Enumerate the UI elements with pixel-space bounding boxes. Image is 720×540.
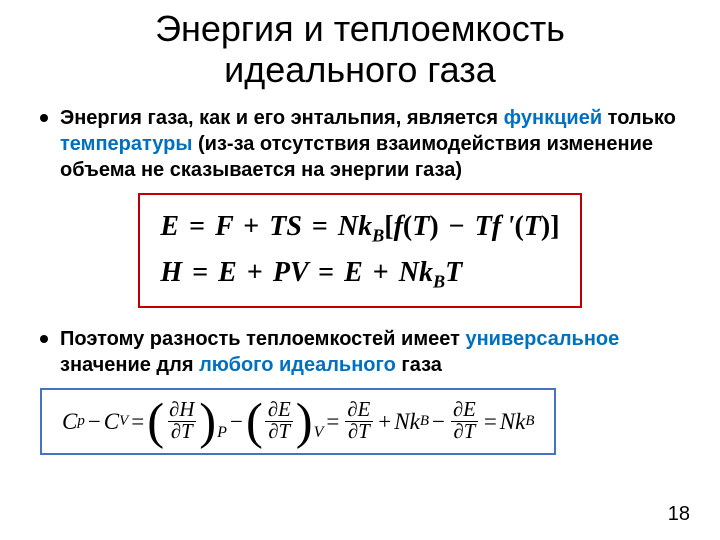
- slide: Энергия и теплоемкость идеального газа Э…: [0, 0, 720, 540]
- b1-hl2: температуры: [60, 133, 192, 155]
- b2-hl1: универсальное: [465, 328, 619, 350]
- equation-box-2: Cp − CV = ( ∂H∂T ) P − ( ∂E∂T ) V = ∂E∂T…: [40, 388, 556, 454]
- bullet-2: Поэтому разность теплоемкостей имеет уни…: [30, 326, 690, 378]
- b2-t2: значение для: [60, 354, 199, 376]
- equation-enthalpy: H = E + PV = E + NkBT: [160, 251, 559, 297]
- b2-t1: Поэтому разность теплоемкостей имеет: [60, 328, 465, 350]
- b2-t3: газа: [396, 354, 442, 376]
- title-line-2: идеального газа: [224, 49, 496, 90]
- title-line-1: Энергия и теплоемкость: [155, 8, 565, 49]
- bullet-dot: [40, 335, 48, 343]
- b2-hl2: любого идеального: [199, 354, 396, 376]
- dE-dT-1: ∂E∂T: [344, 400, 373, 442]
- equation-energy: E = F + TS = NkB[f(T) − Tf '(T)]: [160, 205, 559, 251]
- equation-heat-capacity: Cp − CV = ( ∂H∂T ) P − ( ∂E∂T ) V = ∂E∂T…: [62, 400, 534, 442]
- bullet-1: Энергия газа, как и его энтальпия, являе…: [30, 105, 690, 183]
- dE-dT-2: ∂E∂T: [450, 400, 479, 442]
- bullet-2-text: Поэтому разность теплоемкостей имеет уни…: [60, 326, 690, 378]
- b1-t1: Энергия газа, как и его энтальпия, являе…: [60, 107, 504, 129]
- b1-t2: только: [602, 107, 676, 129]
- bullet-dot: [40, 114, 48, 122]
- dH-dT-P: ( ∂H∂T ) P: [147, 400, 227, 442]
- b1-hl1: функцией: [504, 107, 602, 129]
- dE-dT-V: ( ∂E∂T ) V: [246, 400, 323, 442]
- page-number: 18: [668, 503, 690, 526]
- bullet-1-text: Энергия газа, как и его энтальпия, являе…: [60, 105, 690, 183]
- slide-title: Энергия и теплоемкость идеального газа: [30, 8, 690, 91]
- equation-box-1: E = F + TS = NkB[f(T) − Tf '(T)] H = E +…: [138, 193, 581, 308]
